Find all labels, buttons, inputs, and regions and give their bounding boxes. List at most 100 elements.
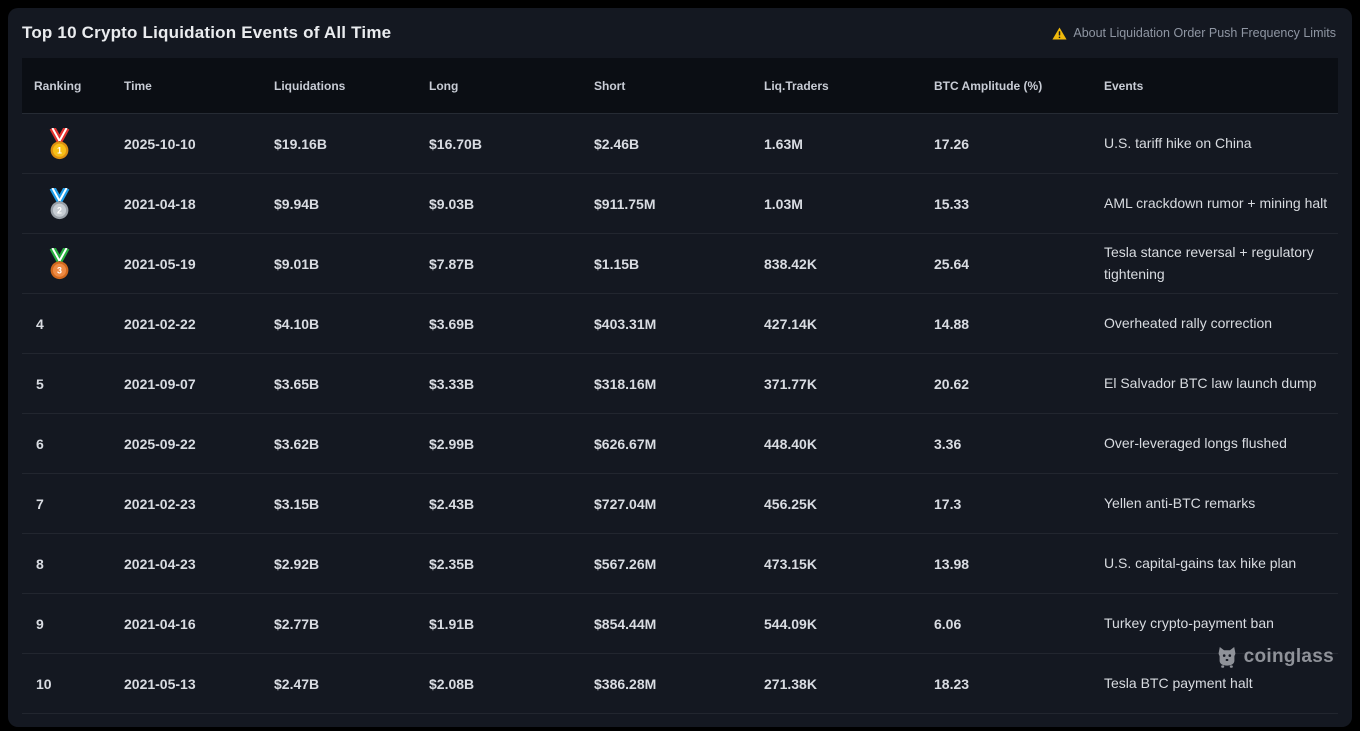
column-header-liq-traders: Liq.Traders [764, 78, 829, 93]
table-body: 1 2025-10-10 $19.16B $16.70B $2.46B 1.63… [22, 114, 1338, 714]
cell-long: $16.70B [429, 135, 482, 152]
cell-time: 2025-10-10 [124, 135, 196, 152]
cell-time: 2025-09-22 [124, 435, 196, 452]
table-row: 3 2021-05-19 $9.01B $7.87B $1.15B 838.42… [22, 234, 1338, 294]
cell-liq-traders: 838.42K [764, 255, 817, 272]
cell-long: $2.35B [429, 555, 475, 572]
cell-btc-amplitude: 17.3 [934, 495, 962, 512]
cell-liquidations: $2.77B [274, 615, 320, 632]
cell-btc-amplitude: 20.62 [934, 375, 970, 392]
cell-time: 2021-02-22 [124, 315, 196, 332]
cell-liquidations: $19.16B [274, 135, 327, 152]
cell-liq-traders: 448.40K [764, 435, 817, 452]
column-header-ranking: Ranking [34, 78, 82, 93]
cell-ranking: 4 [36, 315, 44, 332]
cell-liquidations: $3.65B [274, 375, 320, 392]
cell-events: U.S. tariff hike on China [1104, 134, 1252, 151]
cell-time: 2021-02-23 [124, 495, 196, 512]
cell-btc-amplitude: 13.98 [934, 555, 970, 572]
cell-short: $403.31M [594, 315, 657, 332]
cell-short: $854.44M [594, 615, 657, 632]
cell-long: $2.43B [429, 495, 475, 512]
liquidation-events-panel: Top 10 Crypto Liquidation Events of All … [8, 8, 1352, 727]
svg-text:3: 3 [57, 265, 62, 275]
cell-events: Over-leveraged longs flushed [1104, 434, 1287, 451]
cell-btc-amplitude: 6.06 [934, 615, 962, 632]
cell-btc-amplitude: 3.36 [934, 435, 962, 452]
cell-long: $3.69B [429, 315, 475, 332]
cell-ranking: 8 [36, 555, 44, 572]
liquidation-table: Ranking Time Liquidations Long Short Liq.Trad… [8, 58, 1352, 714]
cell-time: 2021-09-07 [124, 375, 196, 392]
cell-events: Tesla stance reversal + regulatory tight… [1104, 243, 1314, 282]
table-row: 9 2021-04-16 $2.77B $1.91B $854.44M 544.… [22, 594, 1338, 654]
cell-btc-amplitude: 17.26 [934, 135, 970, 152]
cell-liq-traders: 473.15K [764, 555, 817, 572]
cell-short: $2.46B [594, 135, 640, 152]
cell-liq-traders: 1.63M [764, 135, 803, 152]
cell-liquidations: $2.47B [274, 675, 320, 692]
cell-short: $386.28M [594, 675, 657, 692]
rank-2-medal-icon: 2 [49, 187, 70, 219]
column-header-liquidations: Liquidations [274, 78, 346, 93]
cell-events: Yellen anti-BTC remarks [1104, 494, 1256, 511]
cell-time: 2021-04-16 [124, 615, 196, 632]
cell-btc-amplitude: 25.64 [934, 255, 970, 272]
cell-events: El Salvador BTC law launch dump [1104, 374, 1317, 391]
cell-liquidations: $9.94B [274, 195, 320, 212]
svg-text:1: 1 [57, 145, 62, 155]
cell-short: $1.15B [594, 255, 640, 272]
table-header-row: Ranking Time Liquidations Long Short Liq.Trad… [22, 58, 1338, 114]
cell-ranking: 9 [36, 615, 44, 632]
cell-long: $9.03B [429, 195, 475, 212]
column-header-short: Short [594, 78, 626, 93]
title-bar: Top 10 Crypto Liquidation Events of All … [8, 8, 1352, 58]
rank-3-medal-icon: 3 [49, 247, 70, 279]
column-header-time: Time [124, 78, 152, 93]
svg-text:2: 2 [57, 205, 62, 215]
page-title: Top 10 Crypto Liquidation Events of All … [22, 23, 392, 42]
cell-short: $318.16M [594, 375, 657, 392]
cell-btc-amplitude: 14.88 [934, 315, 970, 332]
table-row: 6 2025-09-22 $3.62B $2.99B $626.67M 448.… [22, 414, 1338, 474]
cell-ranking: 1 [22, 127, 112, 160]
cell-events: Turkey crypto-payment ban [1104, 614, 1274, 631]
rank-1-medal-icon: 1 [49, 127, 70, 159]
column-header-btc-amplitude: BTC Amplitude (%) [934, 78, 1043, 93]
cell-ranking: 3 [22, 247, 112, 280]
cell-short: $567.26M [594, 555, 657, 572]
cell-liq-traders: 271.38K [764, 675, 817, 692]
cell-btc-amplitude: 15.33 [934, 195, 970, 212]
cell-liq-traders: 427.14K [764, 315, 817, 332]
cell-time: 2021-04-23 [124, 555, 196, 572]
notice-label: About Liquidation Order Push Frequency L… [1073, 26, 1336, 40]
cell-liquidations: $3.62B [274, 435, 320, 452]
cell-ranking: 2 [22, 187, 112, 220]
cell-long: $2.99B [429, 435, 475, 452]
table-row: 7 2021-02-23 $3.15B $2.43B $727.04M 456.… [22, 474, 1338, 534]
table-row: 8 2021-04-23 $2.92B $2.35B $567.26M 473.… [22, 534, 1338, 594]
warning-icon [1052, 26, 1067, 40]
table-row: 4 2021-02-22 $4.10B $3.69B $403.31M 427.… [22, 294, 1338, 354]
cell-ranking: 7 [36, 495, 44, 512]
cell-ranking: 10 [36, 675, 52, 692]
column-header-long: Long [429, 78, 459, 93]
cell-time: 2021-05-19 [124, 255, 196, 272]
cell-ranking: 6 [36, 435, 44, 452]
cell-liquidations: $2.92B [274, 555, 320, 572]
cell-btc-amplitude: 18.23 [934, 675, 970, 692]
column-header-events: Events [1104, 78, 1144, 93]
cell-events: Tesla BTC payment halt [1104, 674, 1253, 691]
cell-time: 2021-05-13 [124, 675, 196, 692]
cell-liquidations: $4.10B [274, 315, 320, 332]
cell-liq-traders: 1.03M [764, 195, 803, 212]
cell-liquidations: $3.15B [274, 495, 320, 512]
cell-long: $7.87B [429, 255, 475, 272]
cell-liq-traders: 371.77K [764, 375, 817, 392]
table-row: 10 2021-05-13 $2.47B $2.08B $386.28M 271… [22, 654, 1338, 714]
cell-short: $626.67M [594, 435, 657, 452]
cell-ranking: 5 [36, 375, 44, 392]
liquidation-limits-link[interactable]: About Liquidation Order Push Frequency L… [1052, 26, 1336, 40]
cell-liq-traders: 456.25K [764, 495, 817, 512]
table-row: 1 2025-10-10 $19.16B $16.70B $2.46B 1.63… [22, 114, 1338, 174]
